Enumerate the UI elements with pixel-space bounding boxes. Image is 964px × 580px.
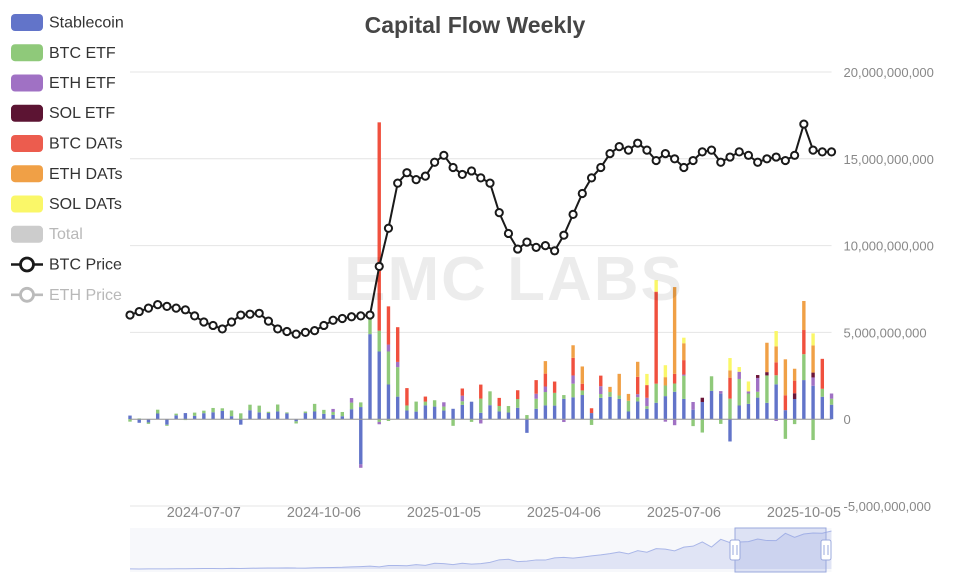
svg-text:ETH Price: ETH Price xyxy=(49,287,122,304)
svg-text:10,000,000,000: 10,000,000,000 xyxy=(844,239,934,254)
svg-text:SOL ETF: SOL ETF xyxy=(49,105,115,122)
svg-text:2025-10-05: 2025-10-05 xyxy=(767,505,841,521)
svg-text:SOL DATs: SOL DATs xyxy=(49,196,122,213)
svg-text:5,000,000,000: 5,000,000,000 xyxy=(844,325,927,340)
svg-text:0: 0 xyxy=(844,412,851,427)
svg-text:Capital Flow Weekly: Capital Flow Weekly xyxy=(365,12,586,38)
svg-text:EMC LABS: EMC LABS xyxy=(344,245,684,314)
svg-text:20,000,000,000: 20,000,000,000 xyxy=(844,65,934,80)
svg-text:15,000,000,000: 15,000,000,000 xyxy=(844,152,934,167)
svg-text:BTC ETF: BTC ETF xyxy=(49,45,116,62)
svg-text:2025-01-05: 2025-01-05 xyxy=(407,505,481,521)
svg-text:2025-04-06: 2025-04-06 xyxy=(527,505,601,521)
svg-text:2024-10-06: 2024-10-06 xyxy=(287,505,361,521)
svg-text:-5,000,000,000: -5,000,000,000 xyxy=(844,499,931,514)
svg-text:Total: Total xyxy=(49,226,83,243)
svg-text:BTC Price: BTC Price xyxy=(49,257,122,274)
svg-text:BTC DATs: BTC DATs xyxy=(49,136,122,153)
svg-text:2025-07-06: 2025-07-06 xyxy=(647,505,721,521)
svg-text:2024-07-07: 2024-07-07 xyxy=(167,505,241,521)
svg-text:ETH ETF: ETH ETF xyxy=(49,75,116,92)
svg-text:Stablecoin: Stablecoin xyxy=(49,15,124,32)
svg-text:ETH DATs: ETH DATs xyxy=(49,166,122,183)
